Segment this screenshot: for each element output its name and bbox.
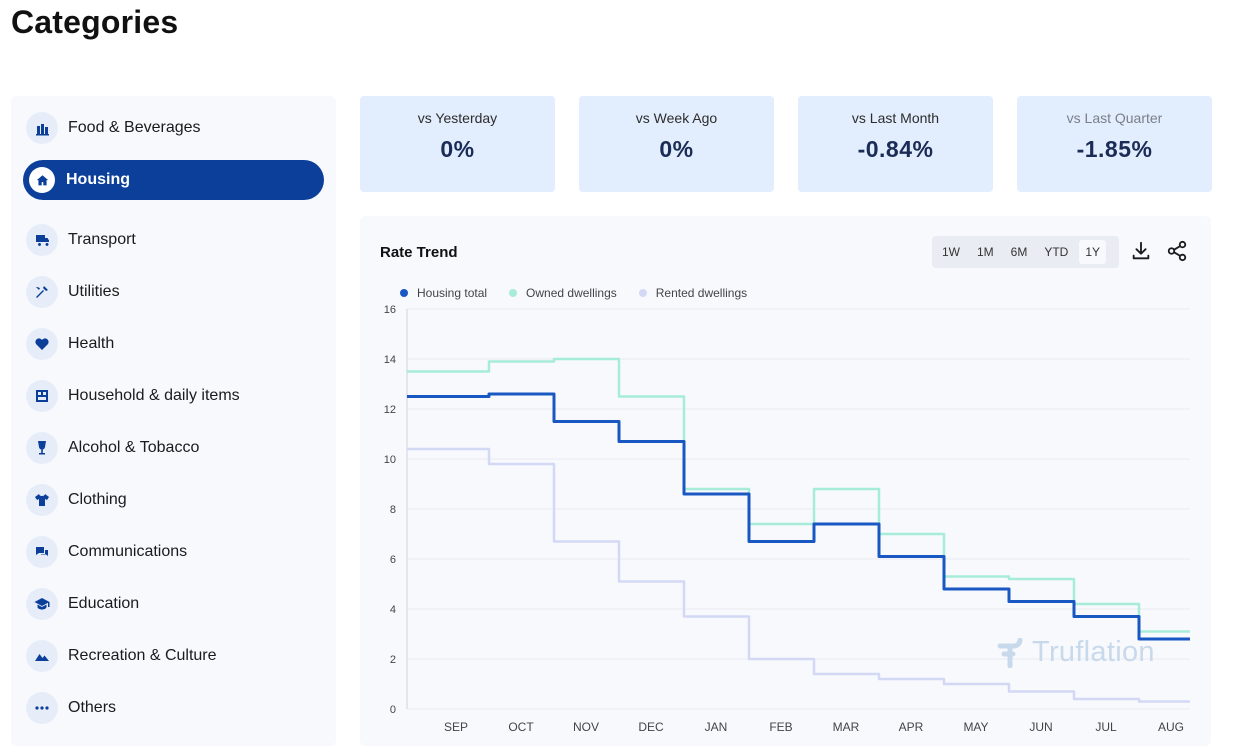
sidebar-item-household-daily-items[interactable]: Household & daily items xyxy=(23,376,324,416)
sidebar-item-recreation-culture[interactable]: Recreation & Culture xyxy=(23,636,324,676)
more-dots-icon xyxy=(26,692,58,724)
legend-dot xyxy=(400,289,408,297)
x-tick-label: JUN xyxy=(1029,720,1052,734)
x-tick-label: AUG xyxy=(1158,720,1184,734)
sidebar-item-label: Transport xyxy=(68,231,136,249)
y-tick-label: 14 xyxy=(384,354,396,366)
x-tick-label: APR xyxy=(899,720,924,734)
chart-legend: Housing total Owned dwellings Rented dwell… xyxy=(400,286,769,300)
x-tick-label: SEP xyxy=(444,720,468,734)
x-tick-label: OCT xyxy=(508,720,534,734)
x-tick-label: MAY xyxy=(963,720,988,734)
sidebar-item-label: Education xyxy=(68,595,139,613)
stat-value: -0.84% xyxy=(798,136,993,163)
sidebar-item-health[interactable]: Health xyxy=(23,324,324,364)
stat-label: vs Yesterday xyxy=(360,110,555,126)
download-button[interactable] xyxy=(1130,240,1154,264)
stat-card: vs Yesterday 0% xyxy=(360,96,555,192)
y-tick-label: 8 xyxy=(390,504,396,516)
legend-item[interactable]: Housing total xyxy=(400,286,487,300)
sidebar-item-communications[interactable]: Communications xyxy=(23,532,324,572)
y-tick-label: 0 xyxy=(390,704,396,716)
stat-card: vs Last Month -0.84% xyxy=(798,96,993,192)
heart-icon xyxy=(26,328,58,360)
truflation-logo-icon xyxy=(996,638,1026,668)
range-ytd-button[interactable]: YTD xyxy=(1038,240,1074,264)
sidebar-item-label: Clothing xyxy=(68,491,127,509)
household-icon xyxy=(26,380,58,412)
transport-icon xyxy=(26,224,58,256)
download-icon xyxy=(1130,240,1152,262)
wine-glass-icon xyxy=(26,432,58,464)
y-tick-label: 2 xyxy=(390,654,396,666)
y-tick-label: 6 xyxy=(390,554,396,566)
y-tick-label: 10 xyxy=(384,454,396,466)
sidebar-item-housing[interactable]: Housing xyxy=(23,160,324,200)
chart-title: Rate Trend xyxy=(380,244,458,261)
sidebar-item-label: Recreation & Culture xyxy=(68,647,217,665)
stat-label: vs Last Quarter xyxy=(1017,110,1212,126)
sidebar-item-label: Others xyxy=(68,699,116,717)
sidebar-item-others[interactable]: Others xyxy=(23,688,324,728)
y-tick-label: 16 xyxy=(384,304,396,316)
sidebar-item-transport[interactable]: Transport xyxy=(23,220,324,260)
sidebar-item-label: Household & daily items xyxy=(68,387,240,405)
legend-label: Rented dwellings xyxy=(656,286,747,300)
range-1w-button[interactable]: 1W xyxy=(936,240,966,264)
share-button[interactable] xyxy=(1166,240,1190,264)
sidebar-item-label: Food & Beverages xyxy=(68,119,201,137)
sidebar-item-label: Utilities xyxy=(68,283,120,301)
sidebar-item-label: Health xyxy=(68,335,114,353)
tshirt-icon xyxy=(26,484,58,516)
x-tick-label: JAN xyxy=(705,720,728,734)
legend-dot xyxy=(509,289,517,297)
sidebar-item-utilities[interactable]: Utilities xyxy=(23,272,324,312)
x-tick-label: DEC xyxy=(638,720,664,734)
graduation-cap-icon xyxy=(26,588,58,620)
sidebar-item-alcohol-tobacco[interactable]: Alcohol & Tobacco xyxy=(23,428,324,468)
stat-label: vs Last Month xyxy=(798,110,993,126)
y-tick-label: 4 xyxy=(390,604,396,616)
chat-icon xyxy=(26,536,58,568)
rate-trend-card: 0 2 4 6 8 10 12 14 16 SEP OCT NOV DEC JAN FEB MAR APR MAY… xyxy=(360,216,1211,746)
stat-label: vs Week Ago xyxy=(579,110,774,126)
range-1y-button[interactable]: 1Y xyxy=(1079,240,1106,264)
sidebar-item-clothing[interactable]: Clothing xyxy=(23,480,324,520)
x-tick-label: NOV xyxy=(573,720,599,734)
sidebar-item-label: Housing xyxy=(66,171,130,189)
legend-dot xyxy=(639,289,647,297)
watermark-text: Truflation xyxy=(1032,636,1155,669)
food-icon xyxy=(26,112,58,144)
stat-value: 0% xyxy=(579,136,774,163)
sidebar-item-label: Communications xyxy=(68,543,187,561)
y-tick-label: 12 xyxy=(384,404,396,416)
legend-item[interactable]: Rented dwellings xyxy=(639,286,747,300)
series-line-housing-total xyxy=(407,394,1190,639)
legend-label: Owned dwellings xyxy=(526,286,617,300)
x-tick-label: JUL xyxy=(1095,720,1117,734)
x-tick-label: MAR xyxy=(833,720,860,734)
x-tick-label: FEB xyxy=(769,720,792,734)
home-icon xyxy=(29,167,55,193)
stat-value: 0% xyxy=(360,136,555,163)
legend-label: Housing total xyxy=(417,286,487,300)
share-icon xyxy=(1166,240,1188,262)
page-title: Categories xyxy=(11,4,178,41)
utilities-icon xyxy=(26,276,58,308)
legend-item[interactable]: Owned dwellings xyxy=(509,286,617,300)
range-1m-button[interactable]: 1M xyxy=(971,240,1000,264)
category-sidebar: Food & Beverages Housing Transport Utilitie… xyxy=(11,96,336,746)
mountain-icon xyxy=(26,640,58,672)
stat-value: -1.85% xyxy=(1017,136,1212,163)
range-6m-button[interactable]: 6M xyxy=(1005,240,1034,264)
stat-card: vs Week Ago 0% xyxy=(579,96,774,192)
stat-card: vs Last Quarter -1.85% xyxy=(1017,96,1212,192)
sidebar-item-label: Alcohol & Tobacco xyxy=(68,439,199,457)
sidebar-item-food-beverages[interactable]: Food & Beverages xyxy=(23,108,324,148)
sidebar-item-education[interactable]: Education xyxy=(23,584,324,624)
series-line-owned-dwellings xyxy=(407,359,1190,632)
truflation-watermark: Truflation xyxy=(996,636,1155,669)
